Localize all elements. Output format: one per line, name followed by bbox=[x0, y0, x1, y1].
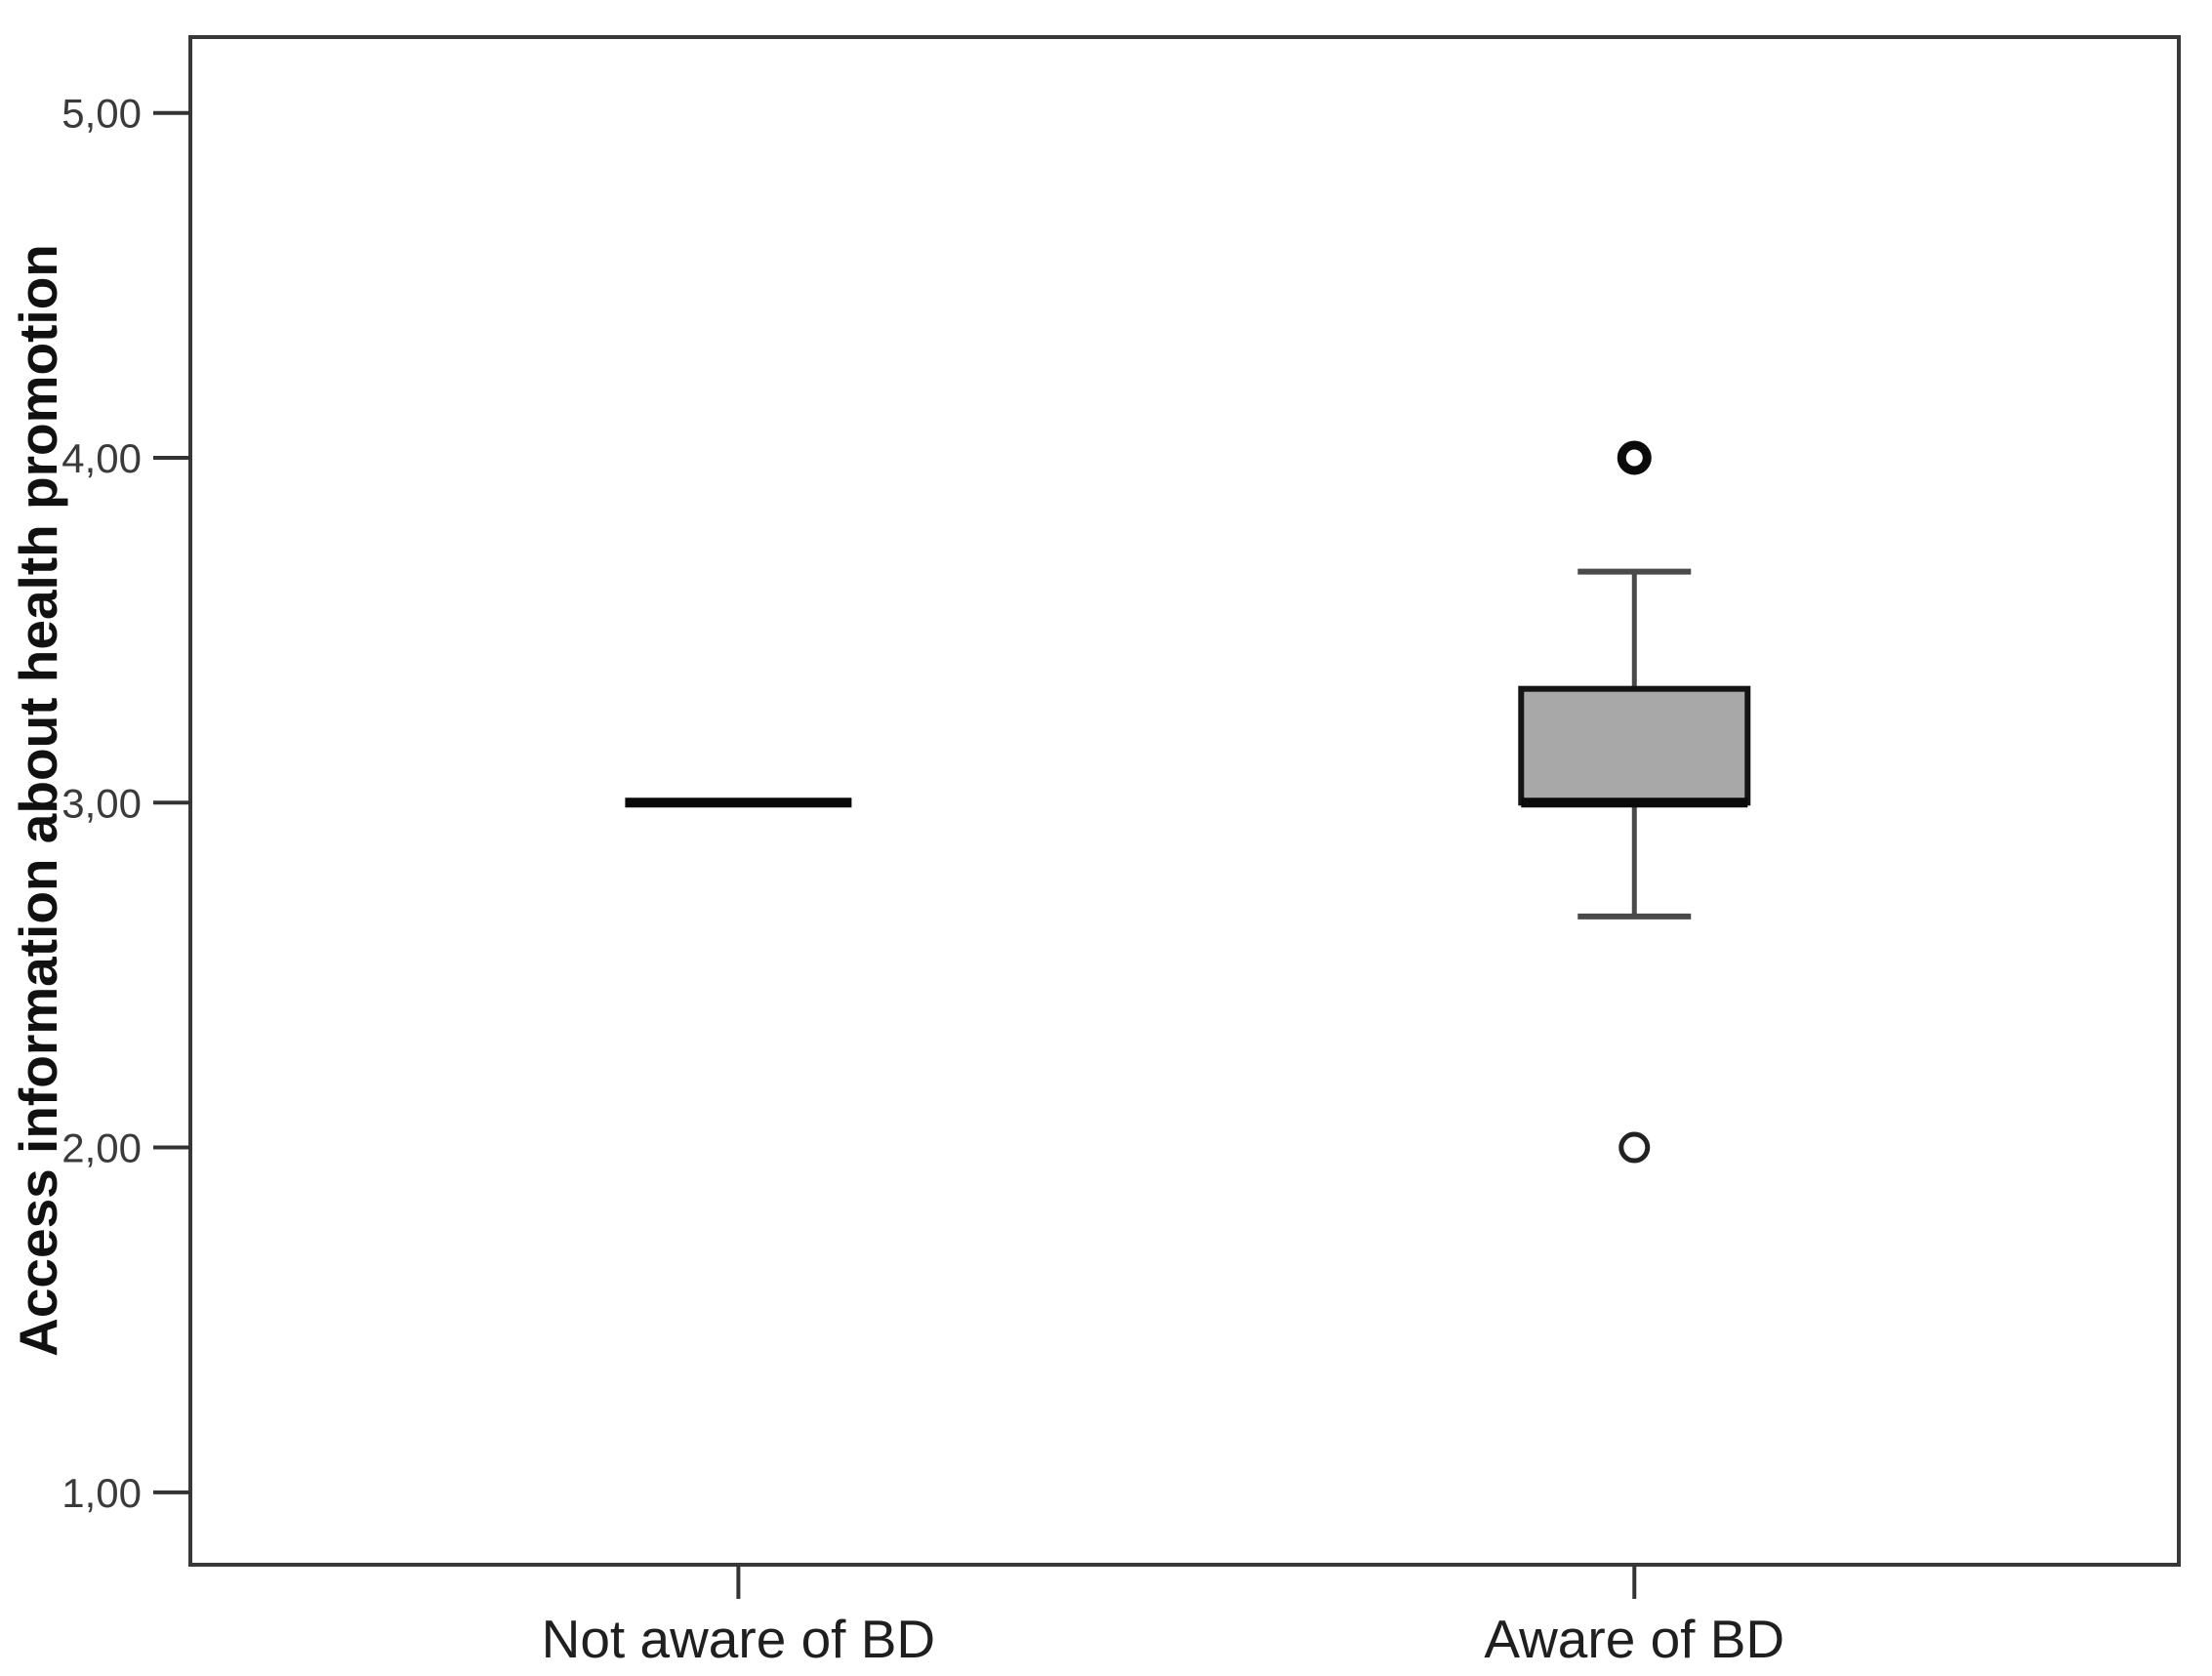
plot-frame bbox=[188, 35, 2181, 1567]
y-tick-label: 2,00 bbox=[61, 1125, 142, 1171]
outlier-point bbox=[1618, 1131, 1651, 1164]
box-group bbox=[1518, 440, 1751, 1164]
y-tick-label: 1,00 bbox=[61, 1470, 142, 1516]
x-category-label: Not aware of BD bbox=[542, 1609, 936, 1669]
x-axis-ticks: Not aware of BD Aware of BD bbox=[542, 1565, 1784, 1669]
y-axis-ticks: 1,00 2,00 3,00 4,00 5,00 bbox=[61, 91, 190, 1516]
x-category-label: Aware of BD bbox=[1484, 1609, 1784, 1669]
iqr-box bbox=[1518, 685, 1751, 806]
y-tick-label: 4,00 bbox=[61, 435, 142, 481]
y-tick-label: 5,00 bbox=[61, 91, 142, 137]
boxplot-series bbox=[625, 440, 1751, 1164]
y-tick-label: 3,00 bbox=[61, 780, 142, 826]
outlier-point bbox=[1617, 440, 1652, 475]
y-axis-title: Access information about health promotio… bbox=[8, 244, 68, 1357]
